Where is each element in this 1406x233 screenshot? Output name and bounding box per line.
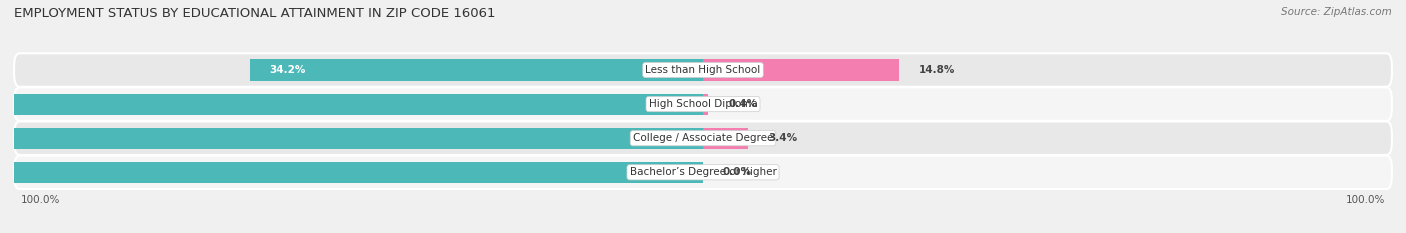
- Bar: [703, 59, 898, 81]
- FancyBboxPatch shape: [14, 53, 1392, 87]
- Text: 3.4%: 3.4%: [768, 133, 797, 143]
- Text: 34.2%: 34.2%: [270, 65, 307, 75]
- Text: EMPLOYMENT STATUS BY EDUCATIONAL ATTAINMENT IN ZIP CODE 16061: EMPLOYMENT STATUS BY EDUCATIONAL ATTAINM…: [14, 7, 495, 20]
- FancyBboxPatch shape: [14, 156, 1392, 189]
- Text: Source: ZipAtlas.com: Source: ZipAtlas.com: [1281, 7, 1392, 17]
- Bar: [703, 128, 748, 149]
- Text: 14.8%: 14.8%: [920, 65, 955, 75]
- Text: 0.4%: 0.4%: [728, 99, 758, 109]
- Bar: [0, 128, 703, 149]
- Bar: [0, 162, 703, 183]
- Bar: [250, 59, 703, 81]
- Bar: [703, 93, 709, 115]
- Bar: [0, 93, 703, 115]
- Text: Less than High School: Less than High School: [645, 65, 761, 75]
- FancyBboxPatch shape: [14, 121, 1392, 155]
- Text: College / Associate Degree: College / Associate Degree: [633, 133, 773, 143]
- Text: Bachelor’s Degree or higher: Bachelor’s Degree or higher: [630, 167, 776, 177]
- FancyBboxPatch shape: [14, 87, 1392, 121]
- Text: High School Diploma: High School Diploma: [648, 99, 758, 109]
- Text: 0.0%: 0.0%: [723, 167, 752, 177]
